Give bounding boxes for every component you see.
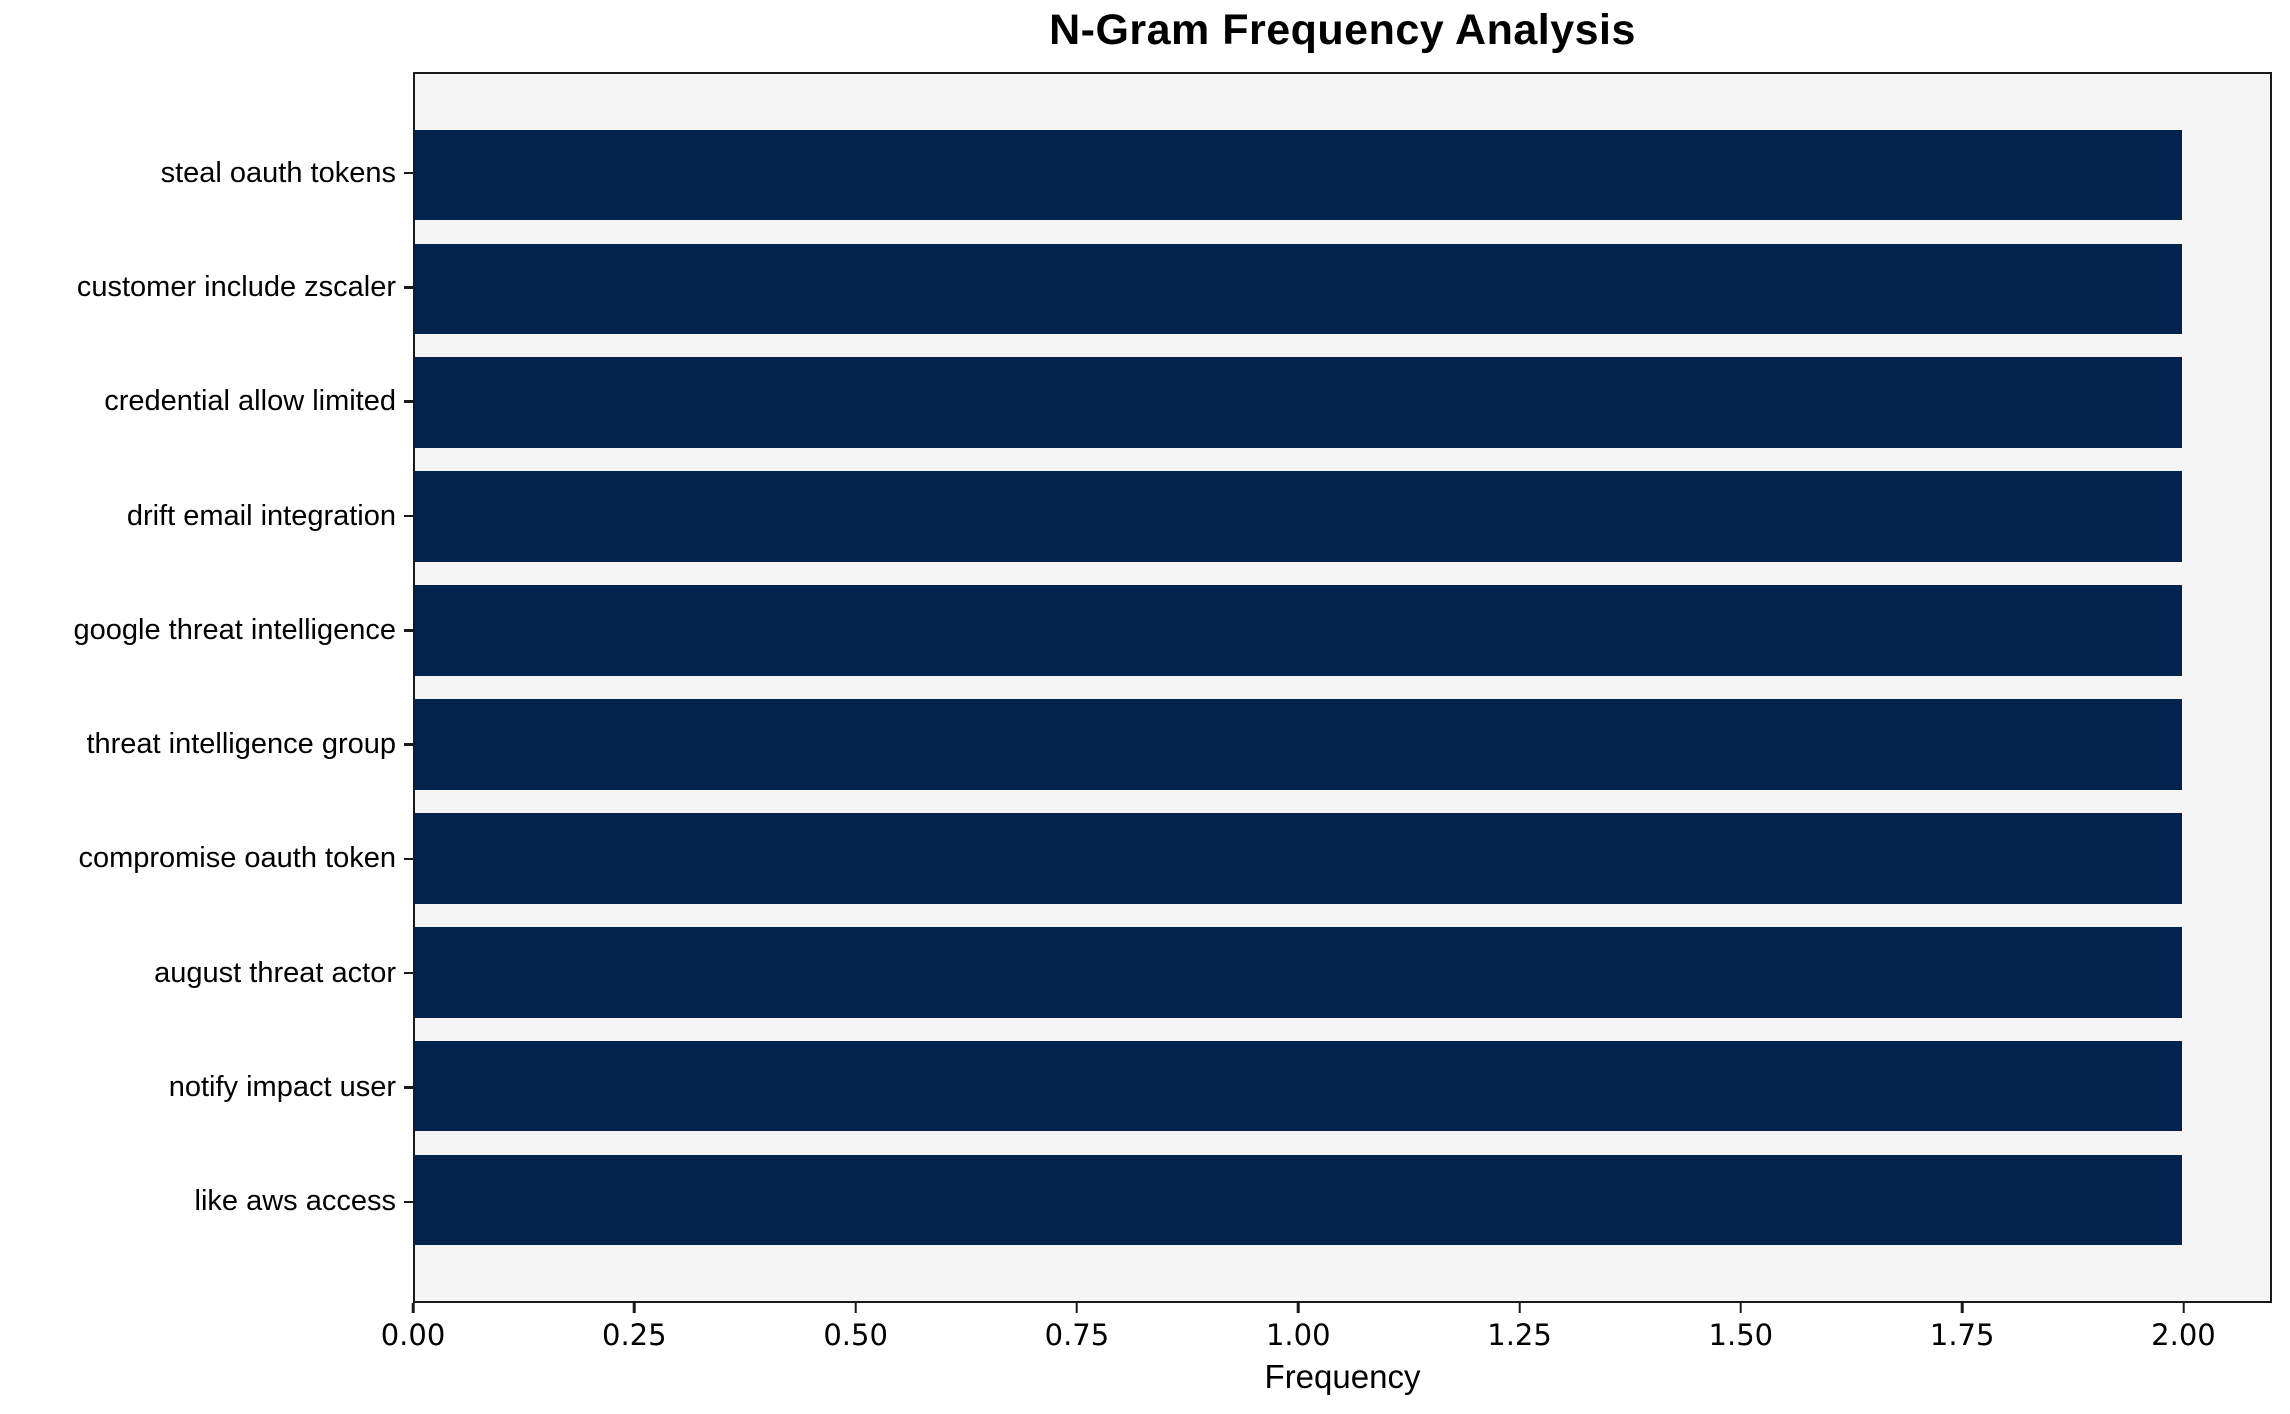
chart-title: N-Gram Frequency Analysis bbox=[1049, 6, 1636, 54]
x-tick-mark bbox=[854, 1303, 857, 1313]
y-axis: steal oauth tokens customer include zscal… bbox=[0, 72, 413, 1303]
y-tick-mark bbox=[404, 857, 413, 861]
y-tick-mark bbox=[404, 971, 413, 975]
y-tick-label: notify impact user bbox=[168, 1071, 396, 1104]
frequency-bar bbox=[415, 927, 2182, 1018]
x-tick-label: 2.00 bbox=[2151, 1318, 2216, 1352]
bar-row bbox=[415, 915, 2270, 1029]
y-tick-mark bbox=[404, 629, 413, 632]
x-tick-label: 0.25 bbox=[602, 1318, 667, 1352]
x-tick: 1.50 bbox=[1708, 1303, 1774, 1352]
y-tick-label: customer include zscaler bbox=[76, 270, 396, 303]
y-tick-label: google threat intelligence bbox=[73, 613, 396, 646]
x-tick: 2.00 bbox=[2151, 1303, 2216, 1352]
frequency-bar bbox=[415, 357, 2182, 449]
x-axis-label: Frequency bbox=[1264, 1358, 1421, 1395]
bar-row bbox=[415, 232, 2270, 346]
y-axis-row: threat intelligence group bbox=[0, 687, 413, 801]
y-axis-row: steal oauth tokens bbox=[0, 116, 413, 230]
y-tick-label: compromise oauth token bbox=[78, 842, 396, 875]
y-tick-label: drift email integration bbox=[126, 499, 396, 532]
bar-row bbox=[415, 1143, 2270, 1257]
x-tick-mark bbox=[2182, 1303, 2185, 1313]
x-tick-mark bbox=[1075, 1303, 1079, 1313]
x-tick: 1.75 bbox=[1929, 1303, 1995, 1352]
frequency-bar bbox=[415, 585, 2182, 676]
x-tick: 0.25 bbox=[602, 1303, 667, 1352]
bar-row bbox=[415, 574, 2270, 688]
x-tick-label: 0.75 bbox=[1044, 1318, 1110, 1352]
x-tick-label: 1.75 bbox=[1929, 1318, 1995, 1352]
y-axis-row: compromise oauth token bbox=[0, 802, 413, 916]
y-axis-row: notify impact user bbox=[0, 1030, 413, 1144]
plot-area bbox=[413, 72, 2272, 1303]
frequency-bar bbox=[415, 1040, 2182, 1132]
y-tick-label: steal oauth tokens bbox=[160, 156, 396, 189]
x-tick-mark bbox=[1739, 1303, 1743, 1313]
x-tick-mark bbox=[633, 1303, 636, 1313]
y-tick-mark bbox=[404, 743, 413, 746]
y-axis-row: august threat actor bbox=[0, 916, 413, 1030]
y-tick-label: threat intelligence group bbox=[86, 728, 396, 761]
bars-container bbox=[415, 74, 2270, 1301]
x-tick-mark bbox=[1518, 1303, 1521, 1313]
frequency-bar bbox=[415, 243, 2182, 335]
x-tick: 0.00 bbox=[380, 1303, 446, 1352]
x-tick-mark bbox=[1960, 1303, 1964, 1313]
frequency-bar bbox=[415, 699, 2182, 790]
y-tick-label: credential allow limited bbox=[104, 385, 396, 418]
frequency-bar bbox=[415, 129, 2182, 221]
y-axis-row: like aws access bbox=[0, 1145, 413, 1259]
y-axis-row: customer include zscaler bbox=[0, 230, 413, 344]
x-tick: 0.75 bbox=[1044, 1303, 1110, 1352]
bar-row bbox=[415, 118, 2270, 232]
y-tick-mark bbox=[404, 171, 413, 175]
x-tick-label: 0.00 bbox=[380, 1318, 446, 1352]
x-tick-label: 1.25 bbox=[1487, 1318, 1552, 1352]
x-tick-mark bbox=[411, 1303, 415, 1313]
y-tick-label: like aws access bbox=[194, 1185, 396, 1218]
frequency-bar bbox=[415, 813, 2182, 904]
x-tick-label: 1.50 bbox=[1708, 1318, 1774, 1352]
frequency-bar bbox=[415, 471, 2182, 562]
y-tick-mark bbox=[404, 400, 413, 403]
x-tick: 0.50 bbox=[823, 1303, 888, 1352]
y-axis-row: drift email integration bbox=[0, 459, 413, 573]
bar-row bbox=[415, 460, 2270, 574]
y-tick-label: august threat actor bbox=[154, 956, 396, 989]
x-tick: 1.00 bbox=[1266, 1303, 1331, 1352]
bar-row bbox=[415, 346, 2270, 460]
x-tick: 1.25 bbox=[1487, 1303, 1552, 1352]
y-tick-mark bbox=[404, 286, 413, 289]
bar-row bbox=[415, 1029, 2270, 1143]
y-axis-row: google threat intelligence bbox=[0, 573, 413, 687]
x-tick-label: 1.00 bbox=[1265, 1318, 1331, 1352]
x-tick-mark bbox=[1296, 1303, 1300, 1313]
y-tick-mark bbox=[404, 1086, 413, 1089]
x-axis: 0.00 0.25 0.50 0.75 1.00 1.25 1.50 1.75 2.00 bbox=[381, 1303, 2272, 1363]
y-tick-mark bbox=[404, 1200, 413, 1204]
y-tick-mark bbox=[404, 514, 413, 518]
x-tick-label: 0.50 bbox=[823, 1318, 888, 1352]
frequency-bar bbox=[415, 1154, 2182, 1246]
bar-row bbox=[415, 801, 2270, 915]
y-axis-row: credential allow limited bbox=[0, 345, 413, 459]
bar-row bbox=[415, 688, 2270, 802]
